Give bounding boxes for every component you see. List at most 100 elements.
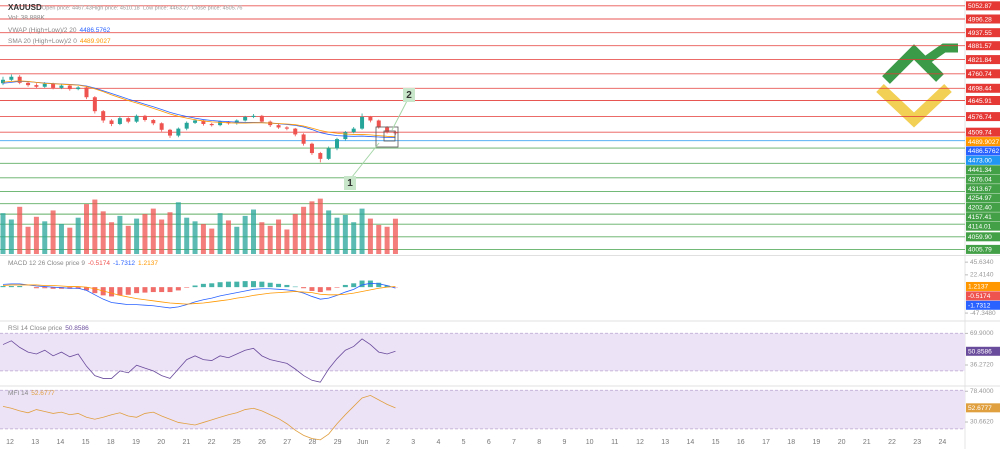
volume-bar	[75, 217, 81, 254]
value-box	[966, 212, 1000, 222]
x-tick-label: 25	[233, 439, 241, 446]
candle-body	[385, 127, 390, 133]
value-box	[966, 14, 1000, 24]
candle-body	[393, 132, 398, 134]
volume-bar	[192, 221, 198, 254]
candle-body	[259, 115, 264, 122]
candle-body	[309, 143, 314, 154]
candle-body	[42, 83, 47, 87]
volume-bar	[25, 226, 31, 254]
value-box	[966, 146, 1000, 156]
annotation-label: 1	[347, 178, 353, 189]
indicator-line	[2, 282, 396, 309]
x-tick-label: 19	[813, 439, 821, 446]
annotation-arrow	[391, 100, 408, 131]
volume-bar	[109, 222, 115, 254]
indicator-legend: SMA 20 (High+Low)/2 0 4489.9027	[8, 38, 111, 45]
x-tick-label: 22	[208, 439, 216, 446]
value-box	[966, 291, 1000, 301]
indicator-legend: RSI 14 Close price 50.8586	[8, 325, 89, 332]
histogram-bar	[326, 287, 332, 291]
histogram-bar	[317, 287, 323, 293]
x-tick-label: 9	[562, 439, 566, 446]
volume-bar	[159, 219, 165, 254]
candle-body	[209, 123, 214, 126]
candle-body	[51, 83, 56, 88]
candle-body	[343, 132, 348, 140]
candle-body	[17, 76, 22, 83]
value-box-label: -1.7312	[968, 303, 991, 310]
histogram-bar	[234, 281, 240, 288]
volume-bar	[309, 201, 315, 254]
histogram-bar	[200, 283, 206, 288]
histogram-bar	[284, 284, 290, 288]
value-box-label: 4059.90	[968, 234, 992, 241]
value-box-label: 4996.28	[968, 16, 992, 23]
indicator-name: VWAP (High+Low)/2 20	[8, 27, 77, 34]
value-box	[966, 41, 1000, 51]
indicator-line	[2, 338, 396, 383]
value-box	[966, 127, 1000, 137]
candle-body	[326, 148, 331, 159]
candle-body	[201, 120, 206, 124]
x-tick-label: 2	[386, 439, 390, 446]
histogram-bar	[92, 287, 98, 294]
volume-bar	[342, 214, 348, 254]
volume-bar	[334, 217, 340, 254]
histogram-bar	[351, 283, 357, 288]
x-tick-label: 13	[661, 439, 669, 446]
value-box	[966, 55, 1000, 65]
header: XAUUSD Open price: 4467.43 High price: 4…	[8, 3, 242, 22]
volume-label: Vol: 38.888K	[8, 15, 46, 22]
volume-bar	[225, 220, 231, 254]
logo-green-arrow	[921, 43, 958, 66]
x-tick-label: 22	[888, 439, 896, 446]
x-tick-label: 24	[939, 439, 947, 446]
volume-bar	[84, 204, 89, 254]
x-tick-label: 11	[611, 439, 618, 446]
volume-bar	[234, 226, 240, 254]
indicator-value: 4489.9027	[80, 38, 111, 45]
candle-body	[243, 116, 248, 121]
value-box	[966, 244, 1000, 254]
histogram-bar	[384, 285, 390, 288]
histogram-bar	[367, 280, 373, 288]
candle-body	[176, 128, 181, 136]
y-tick-label: 22.4140	[970, 272, 994, 279]
volume-bar	[217, 213, 223, 254]
candle-body	[34, 85, 39, 87]
volume-bar	[42, 221, 48, 254]
value-box-label: 4376.04	[968, 176, 992, 183]
indicator-legend: MACD 12 26 Close price 9 -0.5174 -1.7312 1.…	[8, 260, 158, 267]
x-tick-label: Jun	[357, 439, 368, 446]
histogram-bar	[84, 287, 89, 291]
histogram-bar	[217, 282, 223, 288]
close-price: Close price: 4505.76	[192, 5, 242, 11]
x-tick-label: 8	[537, 439, 541, 446]
low-price: Low price: 4463.27	[143, 5, 189, 11]
volume-bar	[134, 218, 140, 254]
volume-bar	[100, 211, 106, 254]
candle-body	[159, 123, 164, 130]
x-tick-label: 15	[712, 439, 720, 446]
candle-body	[184, 122, 189, 129]
value-box-label: 4509.74	[968, 129, 992, 136]
value-box	[966, 174, 1000, 184]
histogram-bar	[125, 287, 131, 295]
x-tick-label: 19	[132, 439, 140, 446]
x-tick-label: 7	[512, 439, 516, 446]
value-box	[966, 346, 1000, 356]
annotations: 1 2	[344, 88, 415, 190]
histogram-bar	[109, 287, 115, 297]
volume-bar	[276, 219, 282, 254]
y-tick-label: -47.3480	[970, 310, 996, 317]
candle-body	[9, 76, 14, 80]
volume-bar	[326, 210, 332, 254]
volume-bar	[251, 209, 256, 254]
x-tick-label: 20	[838, 439, 846, 446]
logo	[876, 43, 958, 128]
volume-bar	[284, 229, 290, 254]
volume-bar	[117, 215, 123, 254]
indicator-line	[2, 394, 396, 441]
annotation-label: 2	[406, 90, 412, 101]
